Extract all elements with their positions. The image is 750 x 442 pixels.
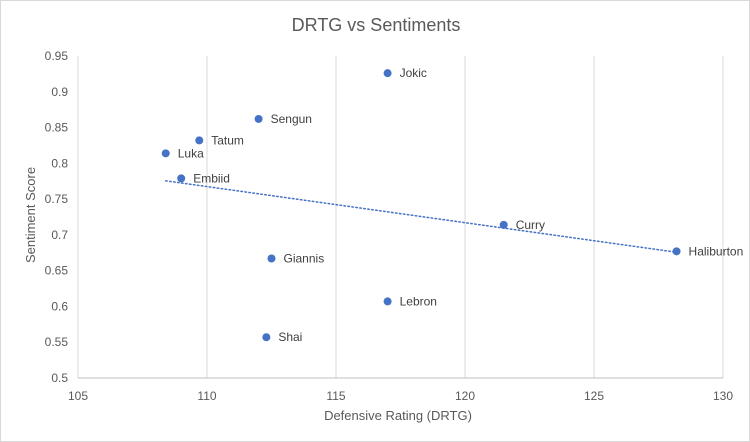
y-tick-label: 0.55 (45, 335, 69, 349)
chart-title: DRTG vs Sentiments (292, 15, 461, 35)
data-label: Haliburton (689, 244, 744, 258)
y-tick-label: 0.95 (45, 49, 69, 63)
data-point (177, 174, 186, 183)
x-axis-title: Defensive Rating (DRTG) (324, 408, 472, 423)
data-label: Luka (178, 146, 204, 160)
data-labels: Jokic Sengun Tatum Luka Embiid Curry Haliburto… (178, 66, 744, 344)
y-tick-label: 0.5 (51, 371, 68, 385)
y-tick-label: 0.75 (45, 192, 69, 206)
data-label: Shai (278, 330, 302, 344)
data-label: Jokic (400, 66, 427, 80)
x-tick-label: 125 (584, 389, 604, 403)
data-point (254, 114, 263, 123)
y-tick-label: 0.8 (51, 156, 68, 170)
data-label: Embiid (193, 171, 230, 185)
data-points (161, 69, 681, 342)
y-tick-label: 0.6 (51, 299, 68, 313)
y-axis-title: Sentiment Score (23, 167, 38, 263)
y-tick-label: 0.85 (45, 121, 69, 135)
data-point (195, 136, 204, 145)
y-tick-label: 0.7 (51, 228, 68, 242)
data-point (262, 333, 271, 342)
trendline (164, 180, 678, 254)
x-tick-label: 130 (713, 389, 733, 403)
x-tick-label: 110 (197, 389, 216, 403)
gridlines (77, 56, 724, 379)
x-tick-label: 115 (326, 389, 345, 403)
data-point (672, 247, 681, 256)
y-tick-label: 0.65 (45, 264, 69, 278)
data-point (383, 297, 392, 306)
x-tick-label: 105 (68, 389, 88, 403)
data-label: Giannis (284, 252, 325, 266)
data-label: Curry (516, 218, 545, 232)
data-label: Lebron (400, 294, 437, 308)
data-point (161, 149, 170, 158)
data-label: Sengun (271, 112, 312, 126)
x-tick-label: 120 (455, 389, 475, 403)
data-point (383, 69, 392, 78)
data-point (267, 254, 276, 263)
data-point (499, 220, 508, 229)
y-tick-label: 0.9 (51, 85, 68, 99)
tick-labels: 105 110 115 120 125 130 0.5 0.55 0.6 0.65 0.7 0.75 0… (45, 49, 734, 403)
trendline-layer (164, 180, 678, 254)
data-label: Tatum (211, 133, 244, 147)
